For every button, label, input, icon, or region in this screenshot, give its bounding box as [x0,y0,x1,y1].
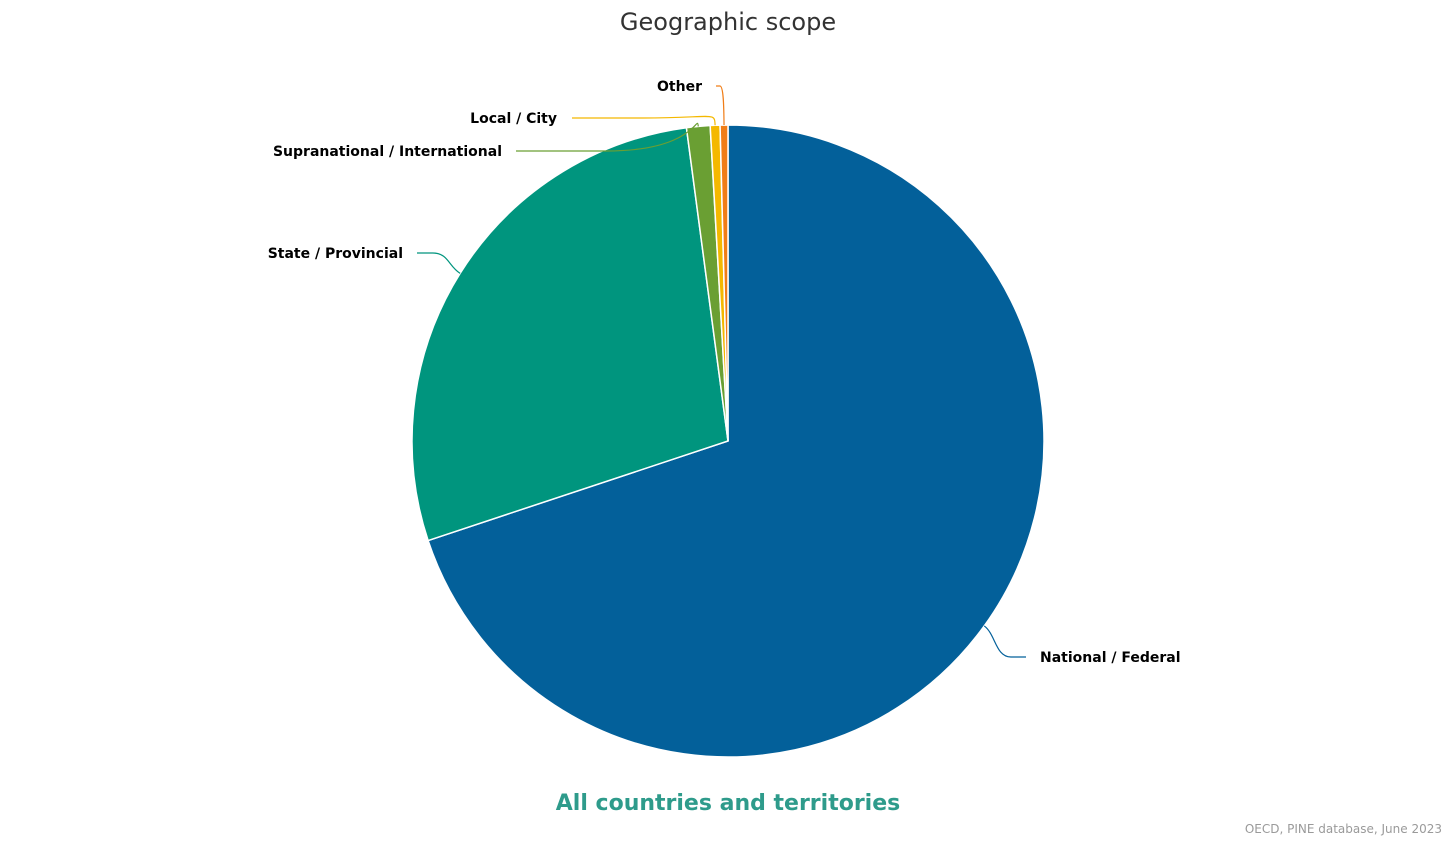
label-connector [417,252,461,274]
label-connector [516,122,699,152]
pie-slice-state-provincial [411,126,729,542]
slice-label: National / Federal [1040,650,1181,666]
slice-labels: National / Federal State / Provincial Supr… [268,79,1181,666]
slice-label: Other [657,79,702,95]
slice-label: Local / City [470,111,557,127]
pie-slices [411,124,1045,758]
label-connectors [417,85,1026,658]
chart-title: Geographic scope [619,8,837,36]
label-connector [572,115,716,126]
source-note: OECD, PINE database, June 2023 [1244,822,1442,836]
label-connector [983,625,1026,658]
slice-label: Supranational / International [273,144,502,160]
chart-subtitle: All countries and territories [555,791,901,816]
label-connector [716,85,725,126]
pie-slice-other [719,124,729,442]
slice-label: State / Provincial [268,246,403,262]
